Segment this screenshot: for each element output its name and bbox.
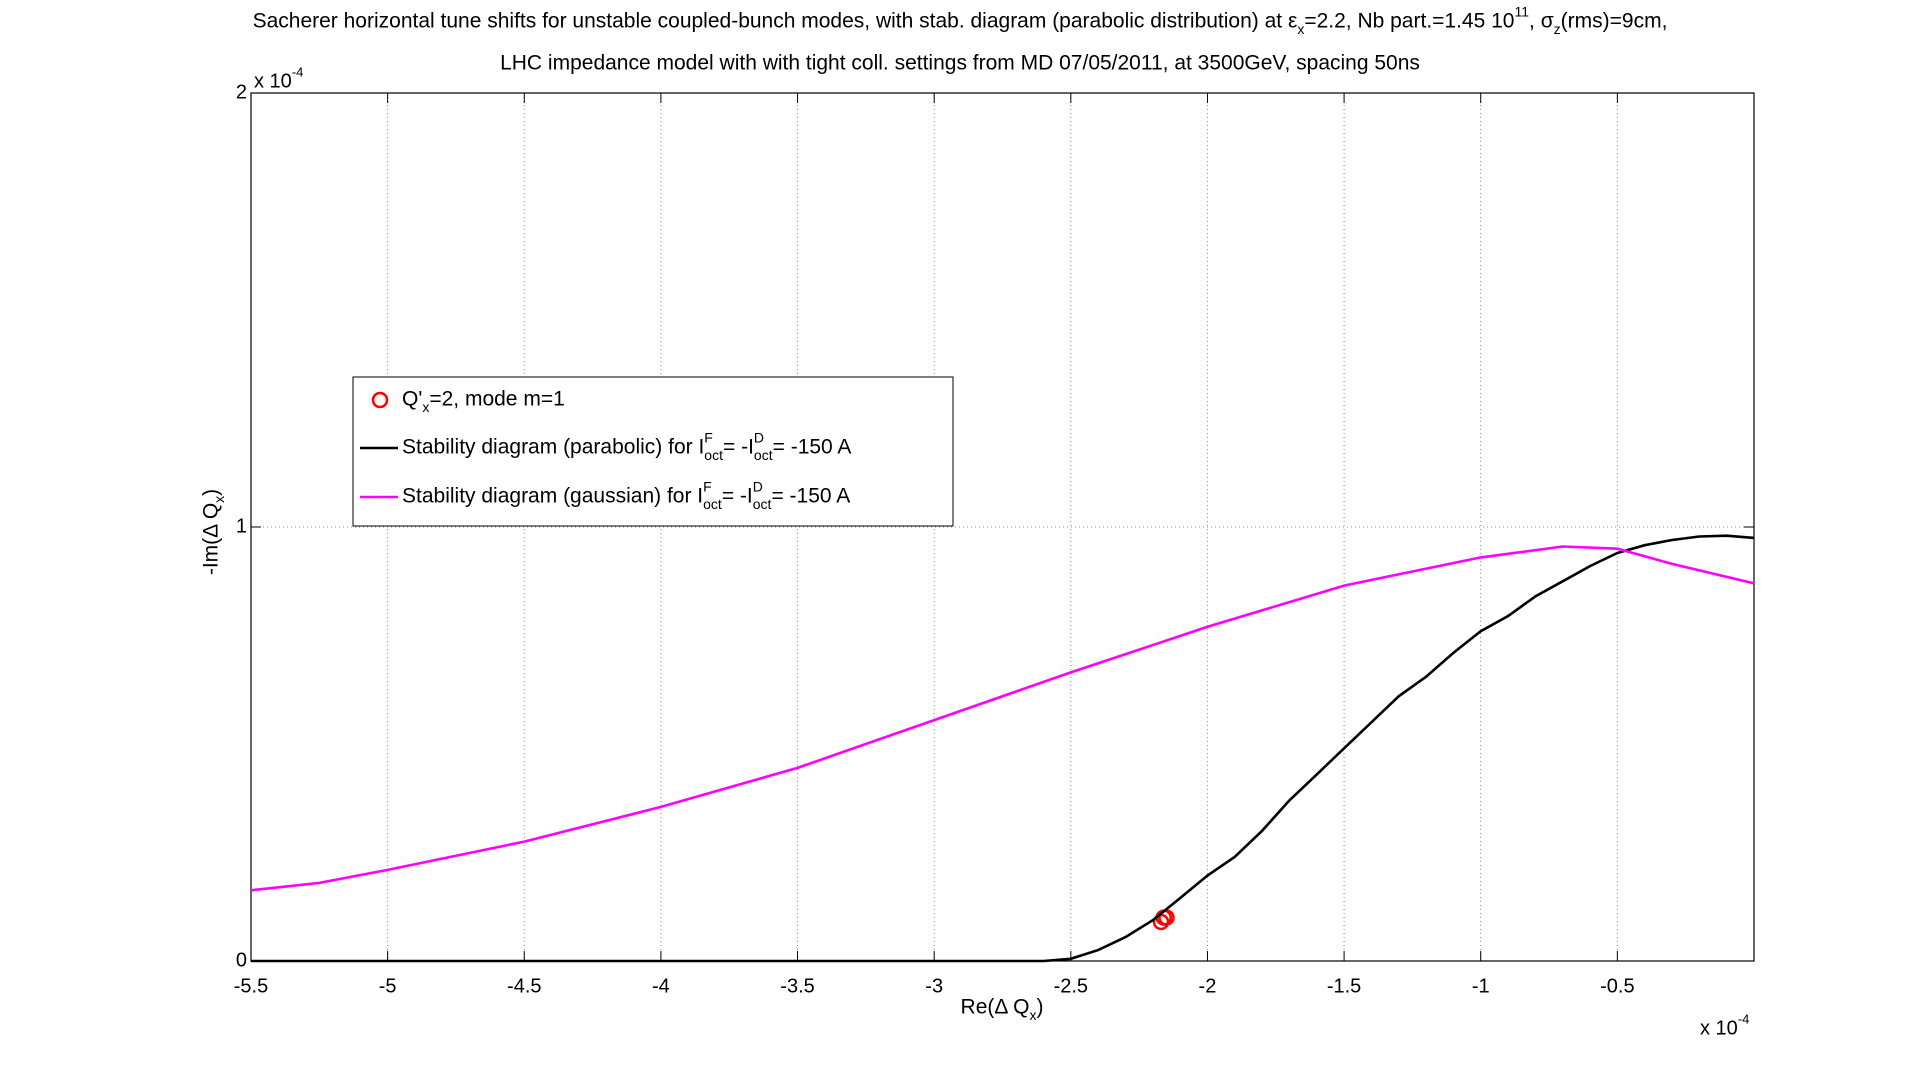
x-tick-label: -1	[1472, 975, 1490, 997]
x-exponent-label: -4	[1738, 1011, 1750, 1026]
chart-title-line1: 11	[1514, 3, 1529, 19]
legend-label: = -150 A	[771, 485, 850, 508]
x-axis-label: )	[1036, 996, 1043, 1019]
chart-title-line1: =2.2, Nb part.=1.45 10	[1304, 10, 1514, 33]
legend-label: D	[753, 478, 763, 494]
x-tick-label: -5	[379, 975, 397, 997]
chart-title-line1: (rms)=9cm,	[1561, 10, 1668, 33]
chart-title-line1: Sacherer horizontal tune shifts for unst…	[253, 10, 1298, 33]
x-tick-label: -3.5	[780, 975, 814, 997]
y-axis-label: )	[200, 489, 223, 496]
chart-title-line1: z	[1554, 21, 1561, 37]
x-tick-label: -0.5	[1600, 975, 1634, 997]
legend-label: = -I	[723, 436, 754, 459]
series-line	[251, 534, 1755, 963]
x-tick-label: -4	[652, 975, 670, 997]
legend-label: x	[422, 399, 429, 415]
legend-label: F	[704, 429, 713, 445]
legend-label: D	[754, 429, 764, 445]
legend-label: =2, mode m=1	[429, 388, 564, 411]
legend-label: = -I	[722, 485, 753, 508]
legend-label: oct	[754, 447, 773, 463]
legend-label: Stability diagram (parabolic) for I	[402, 436, 704, 459]
legend-label: F	[703, 478, 712, 494]
chart-title-line2: LHC impedance model with with tight coll…	[500, 52, 1420, 75]
legend-label: Q'	[402, 388, 422, 411]
x-tick-label: -3	[925, 975, 943, 997]
x-axis-label: x	[1029, 1007, 1036, 1023]
legend-label: oct	[704, 447, 723, 463]
legend-label: Stability diagram (gaussian) for I	[402, 485, 703, 508]
legend-label: oct	[753, 496, 772, 512]
y-exponent-label: -4	[292, 64, 304, 79]
x-axis-label: Re(Δ Q	[961, 996, 1030, 1019]
y-tick-label: 0	[236, 949, 247, 971]
y-exponent-label: x 10	[254, 70, 292, 92]
x-tick-label: -5.5	[234, 975, 268, 997]
x-tick-label: -2	[1199, 975, 1217, 997]
x-tick-label: -2.5	[1054, 975, 1088, 997]
legend-box	[352, 376, 954, 527]
chart-title-line1: x	[1297, 21, 1304, 37]
series-line	[250, 545, 1755, 892]
legend-label: = -150 A	[773, 436, 852, 459]
legend-label: oct	[703, 496, 722, 512]
y-axis-label: -Im(Δ Q	[200, 503, 223, 575]
x-tick-label: -4.5	[507, 975, 541, 997]
legend-marker	[371, 391, 389, 409]
x-tick-label: -1.5	[1327, 975, 1361, 997]
y-tick-label: 1	[236, 515, 247, 537]
x-exponent-label: x 10	[1700, 1017, 1738, 1039]
chart-title-line1: , σ	[1529, 10, 1554, 33]
y-axis-label-group: -Im(Δ Qx)	[200, 489, 228, 575]
y-tick-label: 2	[236, 81, 247, 103]
y-axis-label: x	[211, 496, 227, 503]
